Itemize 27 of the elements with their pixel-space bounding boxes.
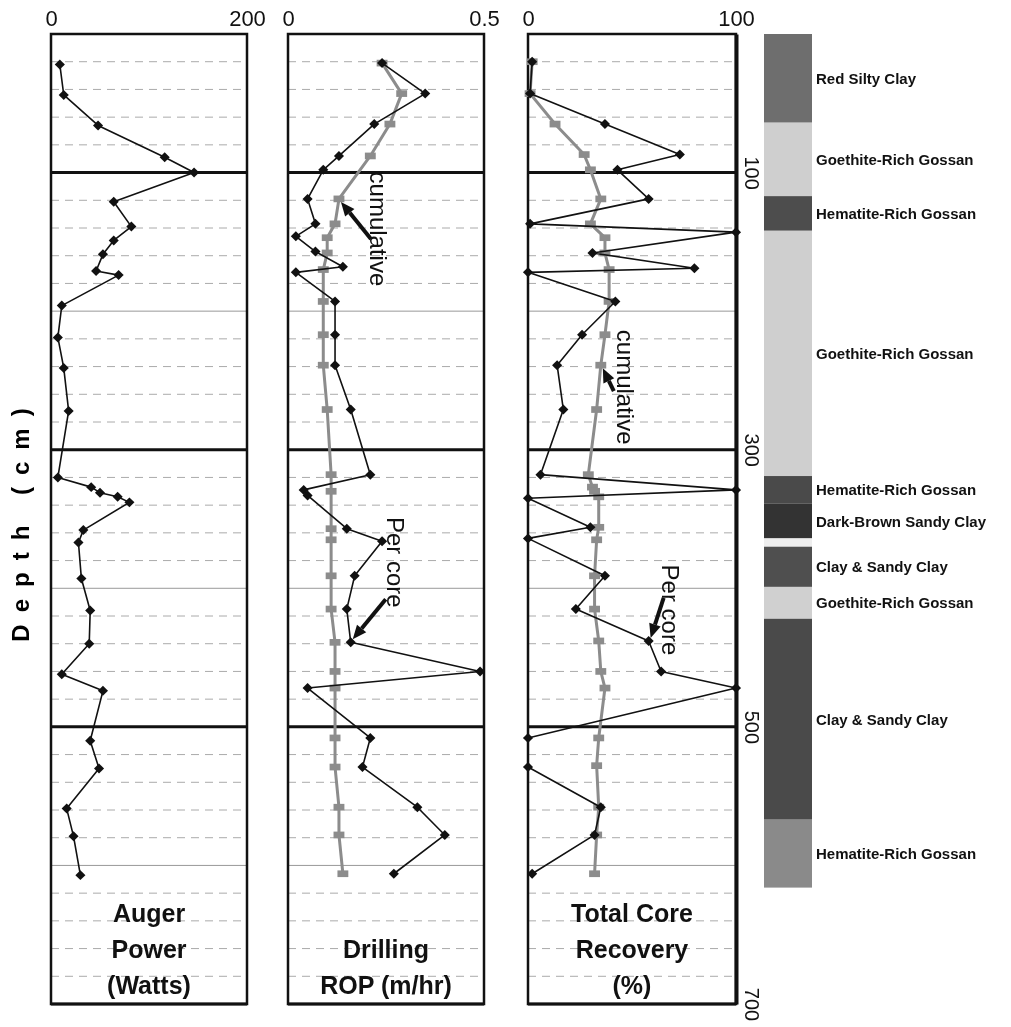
y-tick-label: 700 [741,987,763,1022]
series-label: Hematite-Rich Gossan [816,845,977,863]
series-label: Goethite-Rich Gossan [816,344,974,362]
series-label: Clay & Sandy Clay [816,558,949,576]
series-label: Dark-Brown Sandy Clay [816,512,987,530]
series-label: Goethite-Rich Gossan [816,150,974,168]
y-tick-label: 100 [741,156,763,190]
x-tick-label: 0 [522,6,535,31]
series-label: Red Silty Clay [816,69,917,87]
series-label: Goethite-Rich Gossan [816,594,974,612]
series-label: Hematite-Rich Gossan [816,204,977,222]
x-axis-title: Total Core Recovery (%) [571,899,693,999]
series-label: Hematite-Rich Gossan [816,481,977,499]
annotation: cumulative [612,329,640,445]
x-axis-title: Drilling ROP (m/hr) [320,935,452,999]
x-tick-label: 0.5 [469,6,500,31]
x-tick-label: 200 [229,6,266,31]
series-label: Clay & Sandy Clay [816,710,949,728]
annotation: Per core [382,516,410,608]
annotation: Per core [657,564,685,656]
annotation: cumulative [365,171,393,287]
x-axis-title: Auger Power (Watts) [107,899,191,999]
x-tick-label: 0 [282,6,295,31]
x-tick-label: 0 [45,6,58,31]
y-tick-label: 500 [741,710,763,745]
y-axis-title: Depth (cm) [7,396,34,642]
y-tick-label: 300 [741,433,763,467]
